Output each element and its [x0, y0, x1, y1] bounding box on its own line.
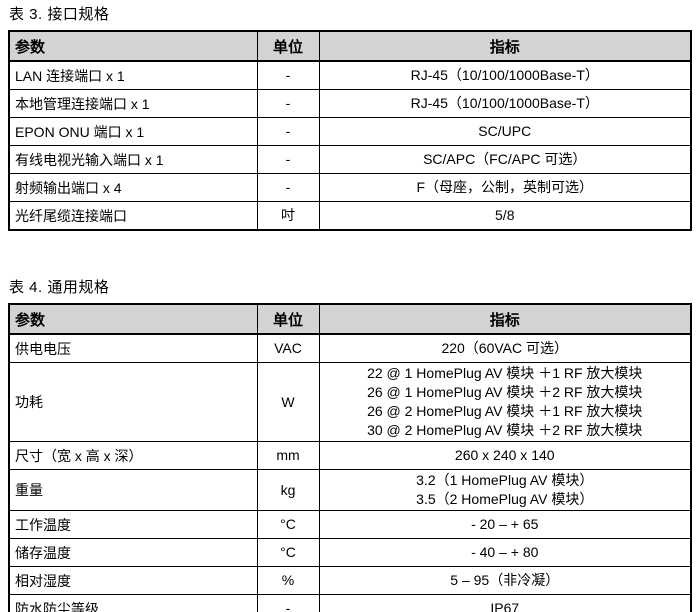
unit-cell: -: [256, 60, 320, 90]
table3-title: 表 3. 接口规格: [9, 6, 110, 23]
unit-cell: °C: [256, 538, 320, 567]
header-cell-param: 参数: [8, 30, 258, 62]
spec-cell: 260 x 240 x 140: [318, 441, 692, 470]
table-row: EPON ONU 端口 x 1- SC/UPC: [8, 117, 692, 146]
spec-line: 5 – 95（非冷凝）: [450, 572, 560, 588]
unit-cell: -: [256, 594, 320, 612]
spec-cell: SC/UPC: [318, 117, 692, 146]
param-cell: LAN 连接端口 x 1: [8, 60, 258, 90]
table4-title: 表 4. 通用规格: [9, 279, 110, 296]
spec-cell: RJ-45（10/100/1000Base-T）: [318, 89, 692, 118]
spec-line: 3.5（2 HomePlug AV 模块）: [416, 491, 594, 507]
header-cell-spec: 指标: [318, 303, 692, 335]
spec-cell: SC/APC（FC/APC 可选）: [318, 145, 692, 174]
spec-line: - 40 – + 80: [471, 544, 539, 560]
table3-header: 参数 单位 指标: [8, 30, 692, 62]
spec-cell: RJ-45（10/100/1000Base-T）: [318, 60, 692, 90]
spec-cell: - 40 – + 80: [318, 538, 692, 567]
table-row: 尺寸（宽 x 高 x 深） mm 260 x 240 x 140: [8, 441, 692, 470]
table4-body: 供电电压 VAC 220（60VAC 可选） 功耗 W 22 @ 1 HomePlug A…: [8, 333, 692, 612]
param-cell: 重量: [8, 469, 258, 511]
spec-cell: F（母座，公制，英制可选）: [318, 173, 692, 202]
header-row: 参数 单位 指标: [8, 30, 692, 62]
param-cell: 功耗: [8, 362, 258, 442]
spec-cell: 220（60VAC 可选）: [318, 333, 692, 363]
param-cell: 有线电视光输入端口 x 1: [8, 145, 258, 174]
param-cell: 相对湿度: [8, 566, 258, 595]
table-row: 储存温度 °C - 40 – + 80: [8, 538, 692, 567]
param-cell: 尺寸（宽 x 高 x 深）: [8, 441, 258, 470]
header-cell-spec: 指标: [318, 30, 692, 62]
table-row: 有线电视光输入端口 x 1- SC/APC（FC/APC 可选）: [8, 145, 692, 174]
spec-cell: 5 – 95（非冷凝）: [318, 566, 692, 595]
table-row: 射频输出端口 x 4- F（母座，公制，英制可选）: [8, 173, 692, 202]
spec-line: 26 @ 1 HomePlug AV 模块 ＋2 RF 放大模块: [367, 384, 643, 400]
table-row: 重量 kg 3.2（1 HomePlug AV 模块） 3.5（2 HomePlug …: [8, 469, 692, 511]
spec-line: 26 @ 2 HomePlug AV 模块 ＋1 RF 放大模块: [367, 403, 643, 419]
header-cell-unit: 单位: [256, 303, 320, 335]
param-cell: 工作温度: [8, 510, 258, 539]
spec-cell: 5/8: [318, 201, 692, 231]
unit-cell: -: [256, 117, 320, 146]
table4-general-specs: 参数 单位 指标 供电电压 VAC 220（60VAC 可选） 功耗 W 22 @ 1 H…: [8, 303, 692, 612]
table4-header: 参数 单位 指标: [8, 303, 692, 335]
spec-line: IP67: [490, 600, 520, 612]
header-cell-param: 参数: [8, 303, 258, 335]
param-cell: 光纤尾缆连接端口: [8, 201, 258, 231]
spec-line: 260 x 240 x 140: [454, 447, 555, 463]
unit-cell: -: [256, 173, 320, 202]
table3-body: LAN 连接端口 x 1- RJ-45（10/100/1000Base-T） 本地管…: [8, 60, 692, 231]
table-row: LAN 连接端口 x 1- RJ-45（10/100/1000Base-T）: [8, 60, 692, 90]
table-row: 相对湿度% 5 – 95（非冷凝）: [8, 566, 692, 595]
param-cell: EPON ONU 端口 x 1: [8, 117, 258, 146]
table-row: 供电电压 VAC 220（60VAC 可选）: [8, 333, 692, 363]
table-row: 防水防尘等级 - IP67: [8, 594, 692, 612]
spec-line: F（母座，公制，英制可选）: [416, 179, 594, 195]
spec-line: SC/APC（FC/APC 可选）: [423, 151, 587, 167]
param-cell: 防水防尘等级: [8, 594, 258, 612]
table3-interface-specs: 参数 单位 指标 LAN 连接端口 x 1- RJ-45（10/100/1000B…: [8, 30, 692, 231]
unit-cell: -: [256, 145, 320, 174]
table-row: 工作温度 °C - 20 – + 65: [8, 510, 692, 539]
header-cell-unit: 单位: [256, 30, 320, 62]
spec-cell: 3.2（1 HomePlug AV 模块） 3.5（2 HomePlug AV 模…: [318, 469, 692, 511]
spec-cell: - 20 – + 65: [318, 510, 692, 539]
spec-line: 220（60VAC 可选）: [441, 340, 569, 356]
unit-cell: mm: [256, 441, 320, 470]
table-row: 本地管理连接端口 x 1- RJ-45（10/100/1000Base-T）: [8, 89, 692, 118]
param-cell: 本地管理连接端口 x 1: [8, 89, 258, 118]
unit-cell: kg: [256, 469, 320, 511]
param-cell: 供电电压: [8, 333, 258, 363]
spec-cell: IP67: [318, 594, 692, 612]
spec-line: 5/8: [495, 207, 515, 223]
unit-cell: W: [256, 362, 320, 442]
param-cell: 射频输出端口 x 4: [8, 173, 258, 202]
spec-line: RJ-45（10/100/1000Base-T）: [410, 95, 599, 111]
param-cell: 储存温度: [8, 538, 258, 567]
spec-line: RJ-45（10/100/1000Base-T）: [410, 67, 599, 83]
unit-cell: VAC: [256, 333, 320, 363]
unit-cell: 吋: [256, 201, 320, 231]
header-row: 参数 单位 指标: [8, 303, 692, 335]
table-row: 功耗 W 22 @ 1 HomePlug AV 模块 ＋1 RF 放大模块 26 @ …: [8, 362, 692, 442]
spec-line: 30 @ 2 HomePlug AV 模块 ＋2 RF 放大模块: [367, 422, 643, 438]
unit-cell: %: [256, 566, 320, 595]
spec-cell: 22 @ 1 HomePlug AV 模块 ＋1 RF 放大模块 26 @ 1 H…: [318, 362, 692, 442]
spec-line: 22 @ 1 HomePlug AV 模块 ＋1 RF 放大模块: [367, 365, 643, 381]
spec-line: - 20 – + 65: [471, 516, 539, 532]
unit-cell: -: [256, 89, 320, 118]
spec-line: SC/UPC: [478, 123, 532, 139]
spec-line: 3.2（1 HomePlug AV 模块）: [416, 472, 594, 488]
table-row: 光纤尾缆连接端口吋 5/8: [8, 201, 692, 231]
unit-cell: °C: [256, 510, 320, 539]
